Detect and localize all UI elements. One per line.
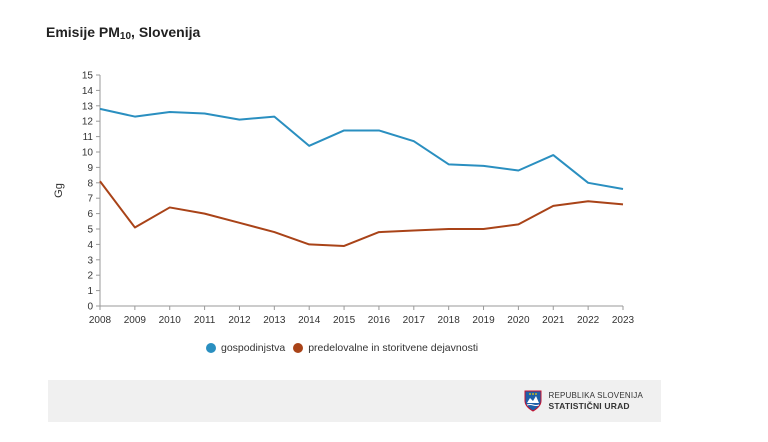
y-tick-label: 1 — [87, 286, 93, 297]
org-name-line2: STATISTIČNI URAD — [548, 401, 630, 411]
y-tick-label: 4 — [87, 240, 93, 251]
y-tick-label: 14 — [82, 86, 94, 97]
y-tick-label: 0 — [87, 302, 93, 313]
legend: gospodinjstva predelovalne in storitvene… — [206, 342, 486, 354]
y-tick-label: 10 — [82, 148, 94, 159]
y-tick-label: 11 — [83, 132, 94, 143]
y-tick-label: 6 — [87, 209, 93, 220]
x-tick-label: 2014 — [298, 315, 321, 326]
x-tick-label: 2012 — [228, 315, 251, 326]
slovenia-coat-of-arms-icon — [524, 390, 542, 412]
x-tick-label: 2013 — [263, 315, 286, 326]
x-tick-label: 2016 — [368, 315, 391, 326]
legend-marker-gospodinjstva — [206, 343, 216, 353]
x-tick-label: 2021 — [542, 315, 565, 326]
chart-title: Emisije PM10, Slovenija — [46, 24, 201, 42]
title-suffix: , Slovenija — [131, 24, 201, 40]
statistics-office-logo[interactable]: REPUBLIKA SLOVENIJA STATISTIČNI URAD — [524, 390, 643, 412]
y-tick-label: 13 — [82, 101, 94, 112]
x-tick-label: 2015 — [333, 315, 356, 326]
y-tick-label: 3 — [87, 255, 93, 266]
footer-bar: REPUBLIKA SLOVENIJA STATISTIČNI URAD — [48, 380, 661, 422]
y-tick-label: 7 — [87, 194, 93, 205]
series-line-gospodinjstva — [99, 107, 624, 190]
x-tick-label: 2008 — [89, 315, 112, 326]
legend-item-predelovalne[interactable]: predelovalne in storitvene dejavnosti — [293, 342, 478, 354]
x-tick-label: 2018 — [438, 315, 461, 326]
org-name-line1: REPUBLIKA SLOVENIJA — [548, 391, 643, 400]
title-subscript: 10 — [119, 31, 132, 42]
title-prefix: Emisije PM — [46, 24, 120, 40]
x-tick-label: 2023 — [612, 315, 635, 326]
legend-label-predelovalne: predelovalne in storitvene dejavnosti — [308, 342, 479, 354]
x-tick-label: 2011 — [194, 315, 216, 326]
legend-label-gospodinjstva: gospodinjstva — [221, 342, 286, 354]
legend-item-gospodinjstva[interactable]: gospodinjstva — [206, 342, 285, 354]
y-tick-label: 8 — [87, 178, 93, 189]
y-axis-title: Gg — [53, 183, 65, 198]
legend-marker-predelovalne — [293, 343, 304, 353]
x-tick-label: 2017 — [403, 315, 426, 326]
x-tick-label: 2022 — [577, 315, 600, 326]
y-tick-label: 15 — [82, 71, 94, 82]
y-tick-label: 9 — [87, 163, 93, 174]
x-tick-label: 2010 — [159, 315, 182, 326]
y-tick-label: 2 — [87, 271, 93, 282]
x-tick-label: 2009 — [124, 315, 147, 326]
x-tick-label: 2019 — [472, 315, 495, 326]
y-tick-label: 5 — [87, 225, 93, 236]
y-tick-label: 12 — [82, 117, 94, 128]
x-tick-label: 2020 — [507, 315, 530, 326]
series-line-predelovalne — [99, 180, 624, 247]
